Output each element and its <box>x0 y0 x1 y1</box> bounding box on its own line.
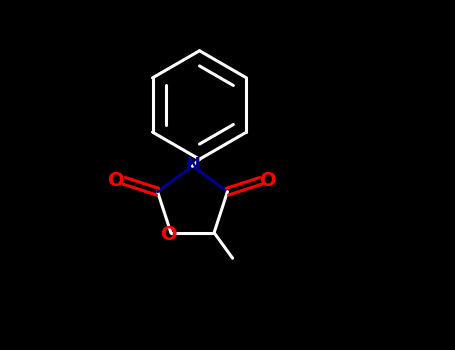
Text: O: O <box>108 172 125 190</box>
Text: O: O <box>260 172 277 190</box>
Text: O: O <box>161 225 177 244</box>
Text: N: N <box>185 155 200 174</box>
